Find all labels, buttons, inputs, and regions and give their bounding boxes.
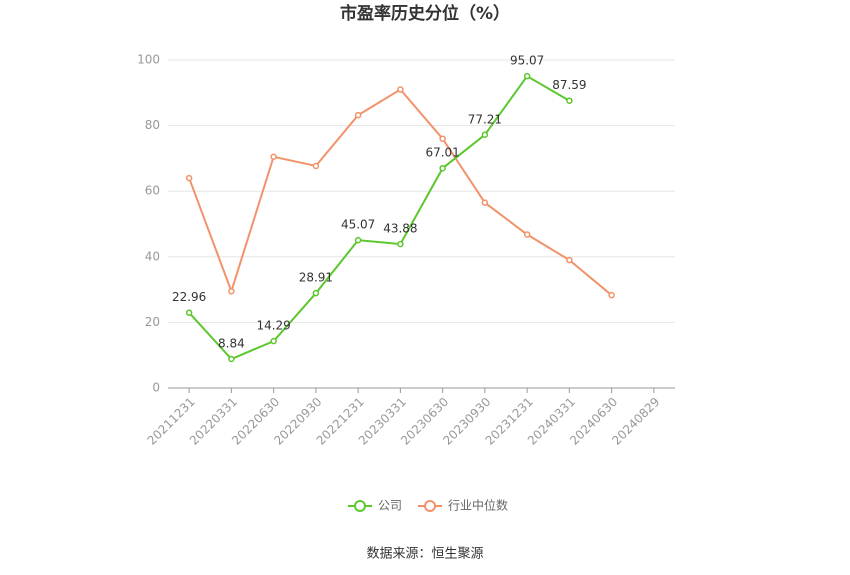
data-label: 28.91 [299,271,333,285]
point [270,337,277,345]
y-tick-label: 60 [145,184,160,198]
point [481,199,489,206]
point [608,291,615,299]
legend-marker [424,500,436,512]
data-label: 77.21 [468,112,502,126]
point [439,164,446,172]
data-label: 87.59 [552,78,586,92]
point [397,240,404,248]
point [185,174,193,182]
point [354,236,362,244]
point [523,72,531,80]
point [439,135,446,142]
data-label: 43.88 [383,222,417,236]
data-label: 22.96 [172,290,206,304]
legend-marker [354,500,366,512]
point [228,287,235,295]
point [397,86,404,93]
chart-title: 市盈率历史分位（%） [340,3,510,24]
point [228,355,235,363]
data-label: 14.29 [256,319,290,333]
point [270,153,277,161]
series-line [188,74,570,361]
series-line [188,88,613,296]
point [312,162,320,170]
legend-label: 公司 [378,499,402,513]
point [185,309,193,316]
y-tick-label: 80 [145,118,160,132]
y-tick-label: 40 [145,249,160,263]
data-label: 95.07 [510,54,544,68]
point [354,111,362,119]
point [566,97,573,104]
y-tick-label: 100 [137,53,160,67]
y-tick-label: 20 [145,315,160,329]
source: 数据来源：恒生聚源 [366,547,483,562]
point [566,256,573,264]
data-label: 8.84 [218,337,245,351]
point [481,131,489,139]
point [312,289,320,297]
data-label: 45.07 [341,218,375,232]
data-label: 67.01 [425,146,459,160]
y-tick-label: 0 [152,381,160,395]
legend-label: 行业中位数 [448,498,508,513]
point [523,231,531,238]
